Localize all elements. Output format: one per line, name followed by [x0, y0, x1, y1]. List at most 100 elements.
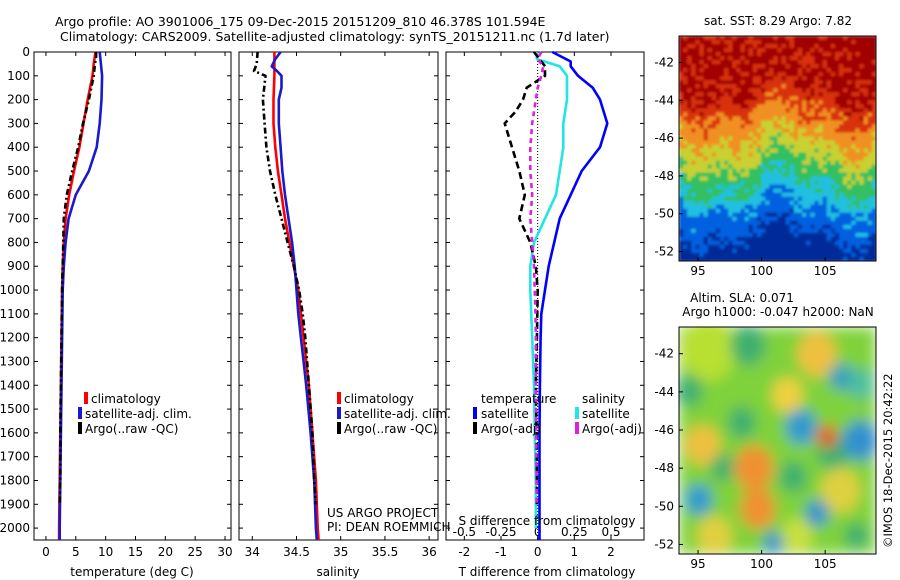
sst-cell	[822, 112, 828, 117]
sst-cell	[810, 136, 816, 142]
sst-cell	[752, 152, 758, 158]
sst-cell	[748, 228, 754, 234]
sst-cell	[728, 68, 733, 73]
sst-cell	[777, 72, 783, 77]
sst-cell	[802, 244, 807, 250]
sst-cell	[703, 108, 709, 113]
sst-cell	[765, 48, 770, 53]
sst-cell	[781, 152, 787, 158]
sst-cell	[732, 96, 738, 101]
sst-cell	[855, 136, 861, 142]
sst-cell	[761, 84, 766, 89]
sst-cell	[871, 44, 876, 49]
sst-cell	[818, 252, 824, 258]
sst-cell	[744, 100, 750, 105]
sst-cell	[839, 120, 844, 125]
sst-cell	[871, 164, 876, 170]
sst-cell	[752, 224, 758, 230]
sst-cell	[777, 120, 783, 125]
sst-cell	[679, 176, 684, 182]
sst-cell	[761, 228, 766, 234]
sst-cell	[867, 236, 873, 242]
sst-cell	[703, 76, 709, 81]
sst-cell	[830, 100, 836, 105]
sst-cell	[765, 156, 770, 162]
sst-cell	[765, 68, 770, 73]
sst-cell	[867, 180, 873, 186]
sst-cell	[744, 88, 750, 93]
sst-cell	[834, 132, 840, 138]
sst-cell	[863, 256, 869, 261]
sst-cell	[695, 148, 701, 154]
series-line-satellite-adj-clim-	[270, 51, 319, 541]
sst-cell	[707, 100, 713, 105]
sst-cell	[789, 204, 795, 210]
sst-cell	[752, 196, 758, 202]
sst-cell	[728, 36, 733, 41]
sst-cell	[863, 144, 869, 150]
sst-cell	[859, 228, 865, 234]
sst-cell	[691, 192, 697, 198]
sst-cell	[802, 248, 807, 254]
sst-cell	[765, 148, 770, 154]
sst-cell	[687, 220, 692, 226]
sst-cell	[834, 88, 840, 93]
sst-cell	[699, 148, 705, 154]
sst-cell	[843, 252, 848, 258]
sst-cell	[814, 112, 820, 117]
sst-cell	[769, 168, 774, 174]
map-y-tick-label: -48	[654, 169, 674, 183]
sst-cell	[863, 64, 869, 69]
sst-cell	[707, 120, 713, 125]
sla-blob	[785, 408, 817, 445]
sst-cell	[871, 72, 876, 77]
sst-cell	[843, 80, 848, 85]
sst-cell	[826, 80, 832, 85]
sst-cell	[793, 140, 799, 146]
sst-cell	[756, 132, 762, 138]
sst-cell	[777, 220, 783, 226]
sst-cell	[773, 40, 779, 45]
sst-cell	[720, 84, 725, 89]
sst-cell	[695, 72, 701, 77]
sst-cell	[687, 212, 692, 218]
sst-cell	[699, 72, 705, 77]
sst-cell	[847, 192, 852, 198]
sst-cell	[711, 148, 717, 154]
sst-cell	[789, 116, 795, 121]
sst-cell	[830, 56, 836, 61]
sst-cell	[691, 236, 697, 242]
sst-cell	[810, 160, 816, 166]
sst-cell	[777, 52, 783, 57]
sst-cell	[789, 124, 795, 130]
sst-cell	[752, 164, 758, 170]
sst-cell	[732, 128, 738, 134]
sst-cell	[781, 244, 787, 250]
sst-cell	[826, 168, 832, 174]
sst-cell	[802, 200, 807, 206]
sst-cell	[834, 104, 840, 109]
sst-cell	[748, 128, 754, 134]
sst-cell	[830, 156, 836, 162]
sst-cell	[773, 88, 779, 93]
sst-cell	[855, 148, 861, 154]
sst-cell	[802, 64, 807, 69]
sst-cell	[728, 96, 733, 101]
sst-cell	[810, 80, 816, 85]
sst-cell	[867, 148, 873, 154]
sst-cell	[756, 152, 762, 158]
sst-cell	[798, 180, 803, 186]
sst-cell	[785, 244, 791, 250]
sst-cell	[703, 252, 709, 258]
sst-cell	[679, 96, 684, 101]
sst-cell	[699, 140, 705, 146]
sst-cell	[839, 168, 844, 174]
sst-cell	[826, 216, 832, 222]
sst-cell	[781, 92, 787, 97]
sst-cell	[740, 36, 746, 41]
sst-cell	[715, 236, 721, 242]
sst-cell	[781, 64, 787, 69]
sst-cell	[715, 76, 721, 81]
sst-cell	[703, 88, 709, 93]
sst-cell	[834, 252, 840, 258]
